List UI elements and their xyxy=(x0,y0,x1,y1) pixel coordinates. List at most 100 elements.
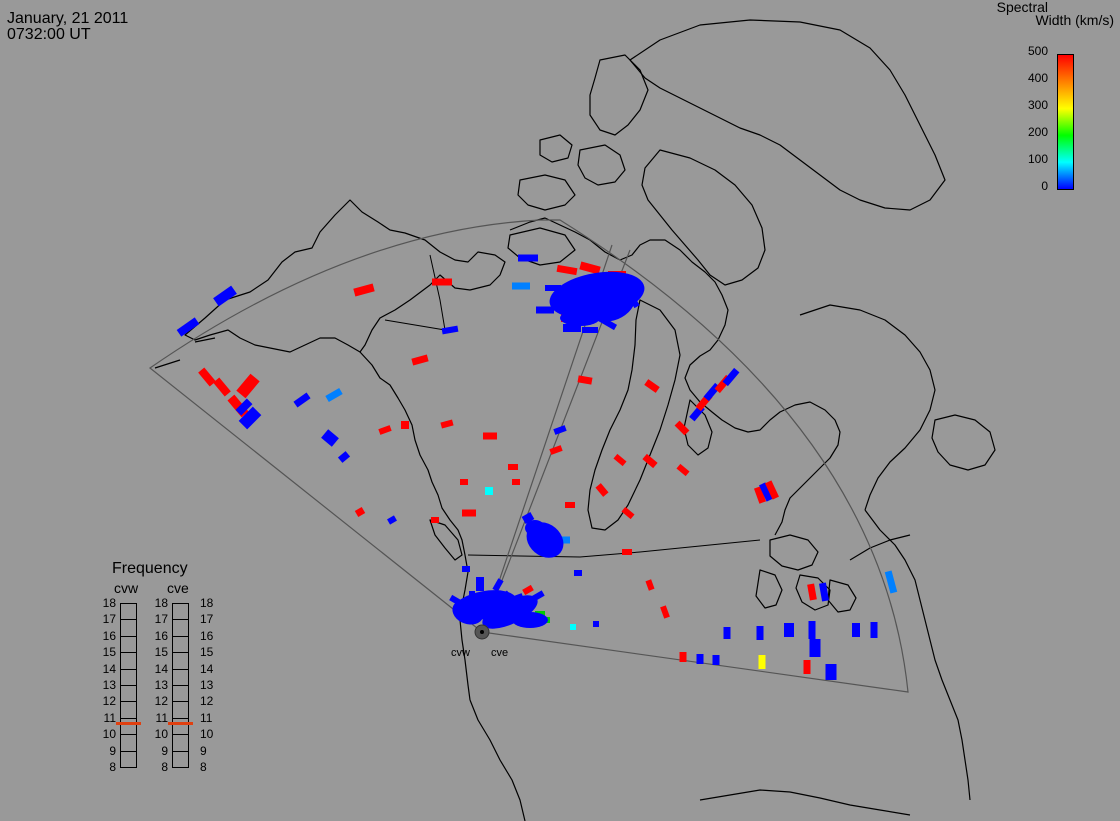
border-alaska-yukon xyxy=(384,254,446,331)
frequency-tick: 13 xyxy=(200,678,214,692)
scatter-cell xyxy=(574,570,582,576)
scatter-cell xyxy=(696,654,704,664)
scatter-cell xyxy=(556,264,578,276)
scatter-cluster xyxy=(512,612,548,628)
colorbar-title-line2: Width (km/s) xyxy=(1035,12,1114,28)
frequency-gridline xyxy=(172,767,189,768)
frequency-tick: 13 xyxy=(102,678,116,692)
victoria-island xyxy=(507,227,576,266)
baffin-island xyxy=(641,149,766,286)
scatter-cell xyxy=(508,464,518,470)
scatter-cell xyxy=(723,627,731,639)
scatter-cell xyxy=(485,487,493,495)
scatter-cell xyxy=(521,512,535,524)
scatter-cluster xyxy=(482,595,538,629)
scatter-cell xyxy=(553,425,567,435)
frequency-gridline xyxy=(172,668,189,670)
scatter-cell xyxy=(545,285,561,291)
scatter-cell xyxy=(325,387,343,403)
scatter-cell xyxy=(759,482,773,502)
scatter-cell xyxy=(238,406,262,430)
frequency-gridline xyxy=(120,734,137,736)
frequency-gridline xyxy=(120,717,137,719)
scatter-cell xyxy=(621,506,635,520)
scatter-cell xyxy=(884,570,898,594)
scatter-cell xyxy=(411,354,429,366)
arctic-islands-2 xyxy=(577,144,626,186)
scatter-cell xyxy=(753,486,767,504)
frequency-tick: 18 xyxy=(200,596,214,610)
scatter-cell xyxy=(560,536,570,544)
great-lakes-2 xyxy=(755,569,783,609)
scatter-cell xyxy=(612,278,628,298)
frequency-gridline xyxy=(120,685,137,686)
frequency-tick: 16 xyxy=(154,628,168,643)
great-lakes xyxy=(769,534,857,613)
frequency-gridline xyxy=(120,701,137,703)
scatter-cell xyxy=(337,451,351,463)
date-label: January, 21 2011 xyxy=(7,10,129,27)
colorbar-tick: 0 xyxy=(1041,179,1048,193)
scatter-cell xyxy=(449,594,461,606)
arctic-islands-1 xyxy=(517,174,576,211)
scatter-cell xyxy=(492,578,504,592)
colorbar-tick: 500 xyxy=(1027,44,1048,58)
scatter-cell xyxy=(510,593,524,603)
greenland xyxy=(629,19,946,211)
scatter-cell xyxy=(818,582,830,602)
frequency-tick: 9 xyxy=(109,743,116,758)
ellesmere xyxy=(589,54,649,136)
scatter-cell xyxy=(622,549,632,555)
scatter-cell xyxy=(582,327,598,333)
frequency-tick: 15 xyxy=(154,645,168,660)
scatter-cell xyxy=(378,425,392,435)
scatter-cell xyxy=(353,283,375,297)
frequency-tick: 17 xyxy=(200,612,214,627)
scatter-cell xyxy=(462,566,470,572)
frequency-tick: 14 xyxy=(200,661,214,676)
scatter-cell xyxy=(354,506,366,518)
frequency-gridline xyxy=(172,603,189,604)
scatter-cell xyxy=(676,463,690,477)
frequency-tick: 8 xyxy=(109,760,116,774)
scatter-cluster xyxy=(594,288,636,322)
gulf-coast xyxy=(699,789,911,816)
frequency-tick: 9 xyxy=(161,743,168,758)
frequency-title: Frequency xyxy=(112,560,188,577)
scatter-cell xyxy=(431,517,439,523)
scatter-cell xyxy=(579,261,601,275)
frequency-tick: 18 xyxy=(102,596,116,610)
frequency-column-label: cvw xyxy=(114,580,139,596)
colorbar-tick: 100 xyxy=(1027,152,1048,166)
frequency-marker xyxy=(116,721,141,725)
coastline-aleutians xyxy=(154,337,216,369)
frequency-gridline xyxy=(172,635,189,637)
scatter-cell xyxy=(198,367,216,387)
coastlines xyxy=(154,19,996,821)
hudson-bay xyxy=(587,299,681,531)
scatter-cell xyxy=(176,317,200,337)
scatter-cell xyxy=(577,375,593,385)
frequency-gridline xyxy=(120,635,137,637)
frequency-gridline xyxy=(120,668,137,670)
frequency-tick: 14 xyxy=(154,661,168,676)
frequency-tick: 8 xyxy=(200,760,207,774)
scatter-cell xyxy=(387,515,397,525)
scatter-cell xyxy=(712,655,720,665)
frequency-tick: 15 xyxy=(200,645,214,660)
coastline-east-us xyxy=(864,509,971,801)
radar-site-dot xyxy=(480,630,484,634)
scatter-cell xyxy=(642,453,658,469)
backscatter-cells xyxy=(176,254,898,680)
frequency-tick: 8 xyxy=(161,760,168,774)
scatter-cell xyxy=(807,583,817,601)
scatter-cell xyxy=(660,605,670,619)
frequency-gridline xyxy=(172,619,189,621)
frequency-tick: 12 xyxy=(200,694,214,709)
frequency-tick: 17 xyxy=(102,612,116,627)
scatter-cell xyxy=(570,624,576,630)
scatter-cluster xyxy=(452,599,484,625)
frequency-gridline xyxy=(120,767,137,768)
scatter-cell xyxy=(432,278,452,286)
